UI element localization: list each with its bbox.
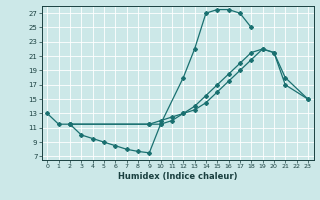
X-axis label: Humidex (Indice chaleur): Humidex (Indice chaleur)	[118, 172, 237, 181]
